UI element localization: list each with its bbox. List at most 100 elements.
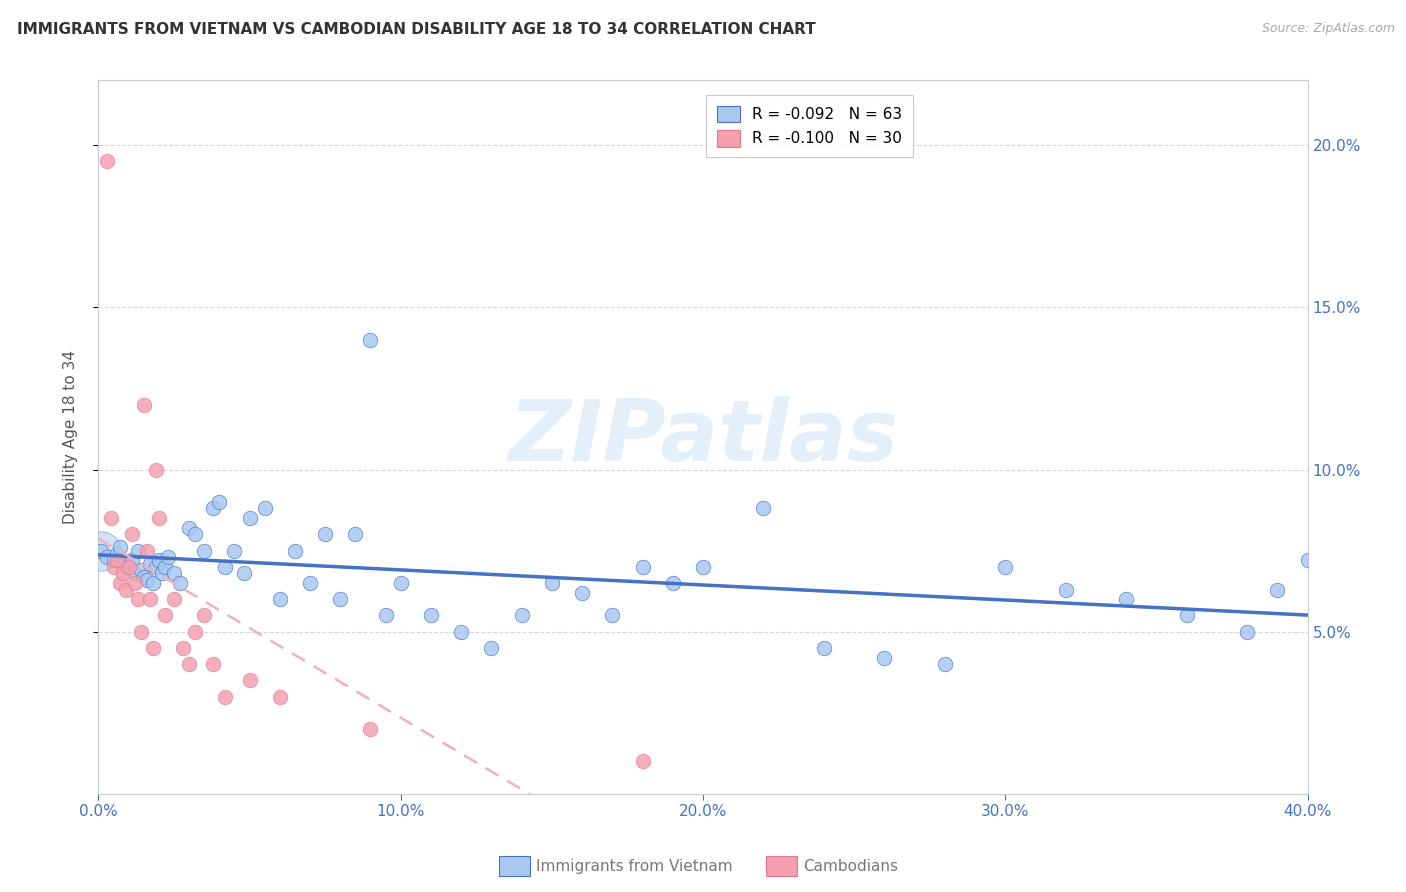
Point	[150, 566, 173, 581]
Point	[103, 553, 125, 567]
Text: IMMIGRANTS FROM VIETNAM VS CAMBODIAN DISABILITY AGE 18 TO 34 CORRELATION CHART: IMMIGRANTS FROM VIETNAM VS CAMBODIAN DIS…	[17, 22, 815, 37]
Point	[1236, 624, 1258, 639]
Point	[374, 608, 396, 623]
Point	[571, 586, 593, 600]
Point	[96, 550, 118, 565]
Point	[135, 573, 157, 587]
Point	[90, 543, 112, 558]
Point	[132, 398, 155, 412]
Point	[344, 527, 367, 541]
Point	[179, 521, 201, 535]
Point	[153, 559, 176, 574]
Point	[1054, 582, 1077, 597]
Point	[135, 543, 157, 558]
Point	[179, 657, 201, 672]
Point	[510, 608, 533, 623]
Point	[114, 559, 136, 574]
Point	[752, 501, 775, 516]
Point	[108, 576, 131, 591]
Point	[111, 566, 134, 581]
Point	[1296, 553, 1319, 567]
Point	[214, 690, 236, 704]
Point	[129, 624, 152, 639]
Point	[692, 559, 714, 574]
Point	[232, 566, 254, 581]
Point	[142, 576, 165, 591]
Point	[139, 592, 162, 607]
Point	[631, 755, 654, 769]
Point	[420, 608, 443, 623]
Point	[139, 557, 162, 571]
Point	[105, 553, 128, 567]
Point	[284, 543, 307, 558]
Point	[127, 543, 149, 558]
Point	[148, 511, 170, 525]
Point	[602, 608, 624, 623]
Point	[813, 640, 835, 655]
Point	[329, 592, 352, 607]
Point	[934, 657, 956, 672]
Point	[105, 547, 128, 561]
Point	[142, 640, 165, 655]
Point	[90, 543, 112, 558]
Point	[239, 511, 262, 525]
Point	[450, 624, 472, 639]
Point	[360, 722, 382, 736]
Point	[214, 559, 236, 574]
Point	[253, 501, 276, 516]
Text: Cambodians: Cambodians	[803, 859, 898, 873]
Y-axis label: Disability Age 18 to 34: Disability Age 18 to 34	[63, 350, 77, 524]
Point	[1267, 582, 1289, 597]
Point	[118, 559, 141, 574]
Point	[631, 559, 654, 574]
Point	[873, 650, 896, 665]
Text: Source: ZipAtlas.com: Source: ZipAtlas.com	[1261, 22, 1395, 36]
Point	[163, 592, 186, 607]
Point	[662, 576, 685, 591]
Point	[124, 566, 146, 581]
Text: Immigrants from Vietnam: Immigrants from Vietnam	[536, 859, 733, 873]
Point	[540, 576, 562, 591]
Point	[153, 608, 176, 623]
Point	[193, 608, 215, 623]
Point	[118, 559, 141, 574]
Point	[184, 527, 207, 541]
Point	[1175, 608, 1198, 623]
Point	[100, 511, 122, 525]
Point	[145, 559, 167, 574]
Point	[202, 657, 225, 672]
Point	[114, 582, 136, 597]
Text: ZIPatlas: ZIPatlas	[508, 395, 898, 479]
Point	[208, 495, 231, 509]
Point	[103, 559, 125, 574]
Point	[202, 501, 225, 516]
Point	[132, 569, 155, 583]
Point	[224, 543, 246, 558]
Point	[360, 333, 382, 347]
Legend: R = -0.092   N = 63, R = -0.100   N = 30: R = -0.092 N = 63, R = -0.100 N = 30	[706, 95, 912, 157]
Point	[96, 154, 118, 169]
Point	[239, 673, 262, 688]
Point	[121, 527, 143, 541]
Point	[481, 640, 503, 655]
Point	[172, 640, 194, 655]
Point	[129, 563, 152, 577]
Point	[121, 553, 143, 567]
Point	[994, 559, 1017, 574]
Point	[269, 592, 291, 607]
Point	[108, 541, 131, 555]
Point	[314, 527, 336, 541]
Point	[389, 576, 412, 591]
Point	[111, 557, 134, 571]
Point	[1115, 592, 1137, 607]
Point	[124, 576, 146, 591]
Point	[127, 592, 149, 607]
Point	[299, 576, 322, 591]
Point	[193, 543, 215, 558]
Point	[163, 566, 186, 581]
Point	[269, 690, 291, 704]
Point	[148, 553, 170, 567]
Point	[156, 550, 179, 565]
Point	[169, 576, 191, 591]
Point	[184, 624, 207, 639]
